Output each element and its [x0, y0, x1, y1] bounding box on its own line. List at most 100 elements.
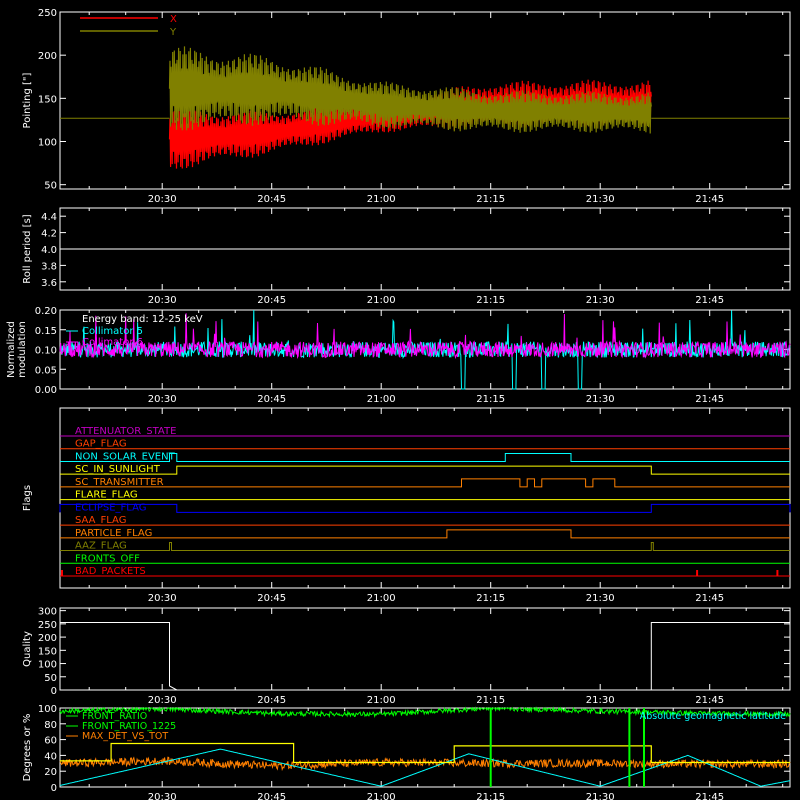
y-tick-label: 40	[44, 751, 57, 762]
y-tick-label: 0.05	[35, 365, 57, 376]
x-tick-label: 20:30	[148, 593, 177, 604]
y-axis-label: Quality	[22, 631, 33, 667]
y-tick-label: 250	[38, 8, 57, 19]
y-axis-label: Flags	[22, 485, 33, 511]
flag-label: ECLIPSE_FLAG	[75, 502, 146, 513]
y-tick-label: 0.10	[35, 346, 57, 357]
y-axis-label: Normalized	[6, 321, 17, 378]
x-tick-label: 21:30	[586, 394, 615, 405]
x-tick-label: 21:45	[695, 792, 724, 800]
legend-label: FRONT_RATIO	[82, 711, 147, 722]
panel-quality: 20:30 20:45 21:00 21:15 21:30 21:45 0 50 100 150 2…	[22, 607, 791, 706]
x-tick-label: 20:30	[148, 394, 177, 405]
x-tick-label: 21:15	[476, 792, 505, 800]
y-tick-label: 100	[38, 704, 57, 715]
y-tick-label: 0.20	[35, 306, 57, 317]
x-tick-label: 21:00	[367, 295, 396, 306]
panel-frame	[59, 11, 791, 190]
x-tick-label: 21:15	[476, 593, 505, 604]
y-tick-label: 0.00	[35, 385, 57, 396]
ratio-series-2	[59, 748, 791, 787]
y-tick-label: 300	[38, 607, 57, 618]
annotation-energy-band: Energy band: 12-25 keV	[82, 314, 203, 325]
x-tick-label: 21:00	[367, 394, 396, 405]
y-tick-label: 50	[44, 181, 57, 192]
x-tick-label: 20:45	[257, 194, 286, 205]
legend-label: Y	[169, 27, 177, 38]
x-tick-label: 21:15	[476, 394, 505, 405]
y-axis-label: Pointing ["]	[22, 72, 33, 128]
flag-label: NON_SOLAR_EVENT	[75, 451, 176, 462]
y-tick-label: 4.0	[41, 245, 57, 256]
quality-line	[60, 622, 790, 691]
x-tick-label: 21:45	[695, 593, 724, 604]
flag-label: PARTICLE_FLAG	[75, 528, 152, 539]
flag-line-eclipse_flag	[59, 503, 791, 513]
y-tick-label: 4.2	[41, 229, 57, 240]
flag-label: SC_IN_SUNLIGHT	[75, 464, 161, 475]
y-tick-label: 100	[38, 138, 57, 149]
flag-line-sc_transmitter	[60, 478, 790, 488]
y-tick-label: 200	[38, 51, 57, 62]
x-tick-label: 21:15	[476, 194, 505, 205]
x-tick-label: 21:30	[586, 593, 615, 604]
panel-modulation: 20:30 20:45 21:00 21:15 21:30 21:45 0.00 0.05 0.…	[6, 306, 791, 405]
panel-pointing: 20:30 20:45 21:00 21:15 21:30 21:45 50 100 150 20…	[22, 8, 791, 205]
flag-line-aaz_flag	[60, 542, 790, 552]
y-tick-label: 3.8	[41, 261, 57, 272]
panel-ratios: 20:30 20:45 21:00 21:15 21:30 21:45 0 20 40 60 80 1…	[22, 704, 791, 800]
flag-label: FRONTS_OFF	[75, 553, 140, 564]
x-tick-label: 20:45	[257, 295, 286, 306]
pointing-series-y	[168, 46, 652, 134]
flag-line-sc_in_sunlight	[60, 465, 790, 475]
y-tick-label: 20	[44, 767, 57, 778]
x-tick-label: 21:30	[586, 695, 615, 706]
legend-label: MAX_DET_VS_TOT	[82, 731, 168, 742]
ratio-series-1	[59, 756, 791, 772]
x-tick-label: 21:15	[476, 695, 505, 706]
x-tick-label: 20:45	[257, 792, 286, 800]
y-tick-label: 0.15	[35, 326, 57, 337]
flag-label: ATTENUATOR_STATE	[75, 426, 176, 437]
x-tick-label: 20:30	[148, 295, 177, 306]
y-axis-label: Roll period [s]	[22, 214, 33, 283]
y-axis-label: modulation	[17, 321, 28, 378]
y-tick-label: 60	[44, 736, 57, 747]
legend-label: X	[170, 14, 177, 25]
ratio-series-0	[59, 706, 791, 719]
x-tick-label: 21:30	[586, 194, 615, 205]
y-tick-label: 100	[38, 660, 57, 671]
x-tick-label: 21:45	[695, 295, 724, 306]
y-tick-label: 50	[44, 673, 57, 684]
y-tick-label: 80	[44, 720, 57, 731]
panel-roll: 20:30 20:45 21:00 21:15 21:30 21:45 3.6 3.8 4.0 4…	[22, 207, 791, 306]
flag-line-non_solar_event	[60, 452, 790, 462]
ratio-series-3	[60, 742, 790, 764]
x-tick-label: 20:30	[148, 695, 177, 706]
y-tick-label: 3.6	[41, 278, 57, 289]
flag-line-particle_flag	[60, 529, 790, 539]
x-tick-label: 21:15	[476, 295, 505, 306]
x-tick-label: 21:45	[695, 695, 724, 706]
legend-label: Collimator 6	[82, 337, 143, 348]
x-tick-label: 21:45	[695, 394, 724, 405]
x-tick-label: 21:00	[367, 695, 396, 706]
y-tick-label: 0	[51, 783, 57, 794]
x-tick-label: 21:00	[367, 194, 396, 205]
flag-label: GAP_FLAG	[75, 439, 127, 450]
x-tick-label: 20:45	[257, 695, 286, 706]
legend-label: FRONT_RATIO_1225	[82, 721, 176, 732]
x-tick-label: 21:30	[586, 792, 615, 800]
flag-label: AAZ_FLAG	[75, 541, 127, 552]
panel-frame	[59, 407, 791, 589]
flag-label: FLARE_FLAG	[75, 490, 138, 501]
legend-label: Absolute geomagnetic latitude	[640, 711, 786, 722]
x-tick-label: 21:00	[367, 792, 396, 800]
y-tick-label: 150	[38, 94, 57, 105]
x-tick-label: 20:30	[148, 792, 177, 800]
legend-label: Collimator 5	[82, 326, 143, 337]
y-tick-label: 150	[38, 646, 57, 657]
panel-flags: 20:30 20:45 21:00 21:15 21:30 21:45 Flags ATTEN…	[22, 407, 791, 604]
x-tick-label: 20:45	[257, 394, 286, 405]
